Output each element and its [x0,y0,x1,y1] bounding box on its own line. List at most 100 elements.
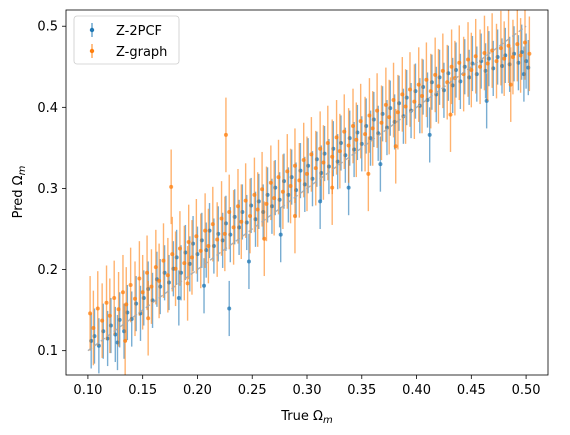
data-point [177,246,182,251]
data-point [292,214,297,219]
legend: Z-2PCF Z-graph [73,15,180,65]
data-point [215,237,220,242]
data-point [358,119,363,124]
y-tick-label: 0.3 [37,182,58,197]
data-point [276,175,281,180]
data-point [428,89,433,94]
data-point [268,180,273,185]
x-tick-label: 0.25 [238,383,267,398]
data-point [420,93,425,98]
data-point [351,123,356,128]
x-tick-label: 0.30 [293,383,322,398]
legend-label: Z-2PCF [116,24,162,39]
data-point [206,244,211,249]
y-axis-label: Pred Ωm [11,165,28,218]
data-point [334,135,339,140]
data-point [457,60,462,65]
data-point [182,261,187,266]
data-point [473,54,478,59]
x-axis: 0.10 0.15 0.20 0.25 0.30 0.35 0.40 0.45 0.50 [73,375,541,398]
data-point [227,209,232,214]
data-point [255,207,260,212]
data-point [176,295,181,300]
y-tick-label: 0.1 [37,344,58,359]
y-tick-label: 0.4 [37,101,58,116]
data-point [264,201,269,206]
y-tick-label: 0.2 [37,263,58,278]
data-point [412,99,417,104]
data-point [185,281,190,286]
data-point [313,166,318,171]
data-point [128,282,133,287]
data-point [370,126,375,131]
data-point [157,278,162,283]
data-point [246,259,251,264]
data-point [297,178,302,183]
data-point [354,137,359,142]
data-point [305,171,309,176]
data-point [112,295,117,300]
data-point [466,57,471,62]
data-point [243,198,248,203]
data-point [278,232,283,237]
data-point [248,214,253,219]
data-point [407,87,412,92]
data-point [498,46,503,51]
data-point [440,68,445,73]
data-point [337,149,342,154]
data-point [301,158,306,163]
data-point [502,56,507,61]
plot-marks [87,10,532,375]
data-point [330,185,335,190]
data-point [379,120,384,125]
data-point [449,64,454,69]
data-point [260,187,265,192]
data-point [427,132,432,137]
data-point [391,98,396,103]
x-tick-label: 0.15 [128,383,157,398]
data-point [194,234,199,239]
data-point [120,290,125,295]
data-point [88,311,93,316]
data-point [400,92,405,97]
data-point [490,48,495,53]
legend-label: Z-graph [116,45,167,60]
data-point [280,189,285,194]
data-point [436,84,441,89]
data-point [222,231,227,236]
data-point [367,113,372,118]
data-point [219,216,224,221]
data-point [116,307,121,312]
data-point [506,43,511,48]
data-point [100,318,105,323]
data-point [346,185,351,190]
data-point [123,338,128,343]
data-point [170,252,175,257]
data-point [202,283,207,288]
legend-marker [89,27,95,33]
data-point [522,40,527,45]
data-point [485,61,490,66]
y-axis: 0.1 0.2 0.3 0.4 0.5 [37,20,66,359]
data-point [262,236,267,241]
data-point [272,196,277,201]
data-point [510,55,515,60]
data-point [189,255,194,260]
data-point [403,104,408,109]
data-point [231,225,236,230]
data-point [393,144,398,149]
data-point [95,306,100,311]
data-point [387,115,392,120]
data-point [318,199,323,204]
data-point [104,300,109,305]
data-point [133,296,138,301]
data-point [223,132,228,137]
data-point [378,162,383,167]
data-point [140,290,145,295]
data-point [227,306,232,311]
x-tick-label: 0.10 [73,383,102,398]
data-point [375,108,380,113]
data-point [478,64,483,69]
x-tick-label: 0.35 [347,383,376,398]
data-point [91,325,96,330]
